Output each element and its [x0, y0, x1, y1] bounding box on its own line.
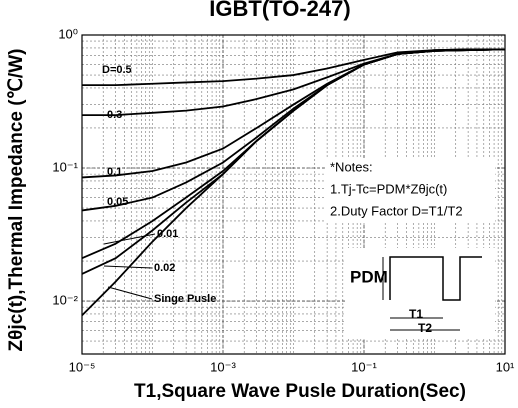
- notes-box: [325, 158, 495, 223]
- x-axis-label: T1,Square Wave Pusle Duration(Sec): [134, 381, 466, 402]
- series-label: 0.05: [107, 196, 128, 208]
- t2-label: T2: [418, 321, 432, 335]
- y-tick-label: 10⁻²: [52, 292, 78, 307]
- y-tick-label: 10⁰: [58, 26, 78, 41]
- y-tick-label: 10⁻¹: [52, 159, 78, 174]
- series-label: 0.01: [157, 228, 178, 240]
- series-label: Singe Pusle: [154, 293, 216, 305]
- note: 2.Duty Factor D=T1/T2: [330, 203, 463, 218]
- pulse-wave: [389, 256, 482, 301]
- series-label: D=0.5: [102, 64, 132, 76]
- label-arrow: [103, 265, 153, 269]
- note: *Notes:: [330, 159, 373, 174]
- x-tick-label: 10⁻³: [210, 359, 236, 374]
- series-label: 0.3: [107, 109, 122, 121]
- plot-frame: [81, 34, 506, 355]
- series-label: 0.1: [107, 166, 122, 178]
- x-tick-label: 10⁻⁵: [69, 359, 96, 374]
- y-axis-label: Zθjc(t),Thermal Impedance (℃/W): [6, 49, 27, 352]
- label-arrow: [103, 233, 156, 245]
- t1-label: T1: [409, 307, 423, 321]
- chart-title: IGBT(TO-247): [209, 0, 350, 21]
- x-tick-label: 10¹: [496, 359, 515, 374]
- curve: [81, 48, 506, 317]
- note: 1.Tj-Tc=PDM*Zθjc(t): [330, 181, 447, 196]
- x-tick-label: 10⁻¹: [351, 359, 377, 374]
- pdm-label: PDM: [350, 267, 388, 286]
- label-arrow: [107, 286, 153, 300]
- pulse-box: [345, 248, 495, 338]
- series-label: 0.02: [154, 262, 175, 274]
